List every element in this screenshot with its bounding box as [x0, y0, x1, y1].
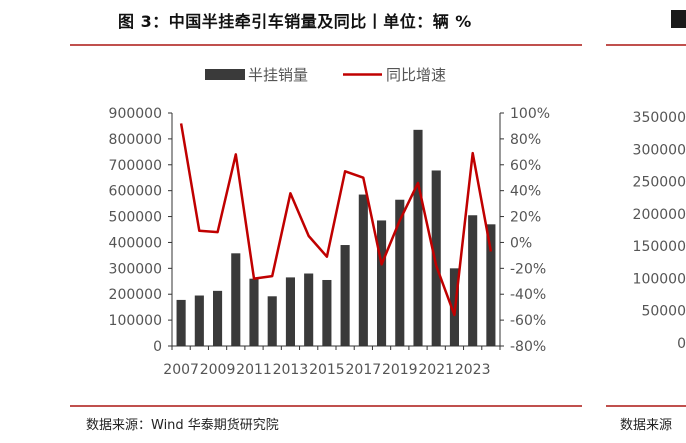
left-axis-tick-label: 700000	[109, 158, 162, 174]
x-axis-tick-label: 2019	[382, 362, 418, 378]
right-axis-tick-label: 40%	[510, 184, 541, 200]
left-axis-tick-label: 500000	[109, 210, 162, 226]
bar	[176, 299, 186, 346]
bottom-rule-left	[70, 405, 582, 407]
bottom-rule-right	[606, 405, 686, 407]
source-note: 数据来源：Wind 华泰期货研究院	[86, 418, 279, 433]
x-axis-tick-label: 2011	[236, 362, 272, 378]
adjacent-axis-tick-label: 0	[677, 336, 686, 352]
adjacent-axis-tick-label: 250000	[633, 175, 686, 191]
right-axis-tick-label: 20%	[510, 210, 541, 226]
bar-series	[176, 129, 496, 346]
top-rule-left	[70, 44, 582, 46]
right-axis-tick-label: -60%	[510, 313, 546, 329]
legend-bar-label: 半挂销量	[248, 66, 308, 84]
left-axis-tick-label: 400000	[109, 235, 162, 251]
adjacent-axis-tick-label: 50000	[641, 304, 686, 320]
x-axis-tick-label: 2023	[455, 362, 491, 378]
x-axis-tick-label: 2007	[163, 362, 199, 378]
right-axis: -80% -60% -40% -20% 0% 20% 40% 60% 80% 100%	[499, 106, 550, 355]
adjacent-chart-left-axis: 0 50000 100000 150000 200000 250000 300000 3500…	[633, 110, 686, 352]
adjacent-figure-title-fragment	[671, 10, 686, 28]
right-axis-tick-label: 0%	[510, 235, 532, 251]
x-axis-tick-label: 2021	[418, 362, 454, 378]
x-axis-tick-label: 2013	[273, 362, 309, 378]
top-rule-right	[606, 44, 686, 46]
adjacent-axis-tick-label: 200000	[633, 207, 686, 223]
right-axis-tick-label: -20%	[510, 261, 546, 277]
x-axis-tick-label: 2009	[200, 362, 236, 378]
adjacent-axis-tick-label: 100000	[633, 271, 686, 287]
adjacent-source-note: 数据来源	[620, 418, 673, 433]
legend-line-label: 同比增速	[386, 66, 446, 84]
left-axis-tick-label: 0	[153, 339, 162, 355]
adjacent-axis-tick-label: 300000	[633, 142, 686, 158]
chart-title: 图 3：中国半挂牵引车销量及同比丨单位：辆 %	[118, 12, 472, 31]
left-axis-tick-label: 100000	[109, 313, 162, 329]
adjacent-axis-tick-label: 150000	[633, 239, 686, 255]
bar	[358, 194, 368, 346]
legend: 半挂销量 同比增速	[205, 66, 446, 84]
bar	[413, 129, 423, 346]
bar	[322, 279, 332, 346]
x-axis-tick-label: 2015	[309, 362, 345, 378]
x-axis: 2007 2009 2011 2013 2015 2017 2019 2021 2023	[163, 345, 501, 378]
bar	[267, 296, 277, 346]
bar	[395, 199, 405, 346]
left-axis: 0 100000 200000 300000 400000 500000 600000 700…	[109, 106, 173, 355]
right-axis-tick-label: -80%	[510, 339, 546, 355]
bar	[285, 277, 295, 346]
bar	[249, 278, 259, 346]
bar	[304, 273, 314, 346]
bar	[213, 290, 223, 346]
left-axis-tick-label: 200000	[109, 287, 162, 303]
right-axis-tick-label: 60%	[510, 158, 541, 174]
adjacent-axis-tick-label: 350000	[633, 110, 686, 126]
left-axis-tick-label: 600000	[109, 184, 162, 200]
right-axis-tick-label: 100%	[510, 106, 550, 122]
line-series	[179, 123, 493, 317]
right-axis-tick-label: 80%	[510, 132, 541, 148]
x-axis-tick-label: 2017	[346, 362, 382, 378]
bar	[340, 245, 350, 346]
series-line-yoy	[179, 123, 493, 317]
bar	[194, 295, 204, 346]
left-axis-tick-label: 300000	[109, 261, 162, 277]
bar	[468, 215, 478, 346]
legend-bar-swatch	[205, 69, 245, 80]
left-axis-tick-label: 900000	[109, 106, 162, 122]
bar	[377, 220, 387, 346]
left-axis-tick-label: 800000	[109, 132, 162, 148]
right-axis-tick-label: -40%	[510, 287, 546, 303]
bar	[231, 253, 241, 346]
bar	[486, 224, 496, 346]
bar	[431, 170, 441, 346]
